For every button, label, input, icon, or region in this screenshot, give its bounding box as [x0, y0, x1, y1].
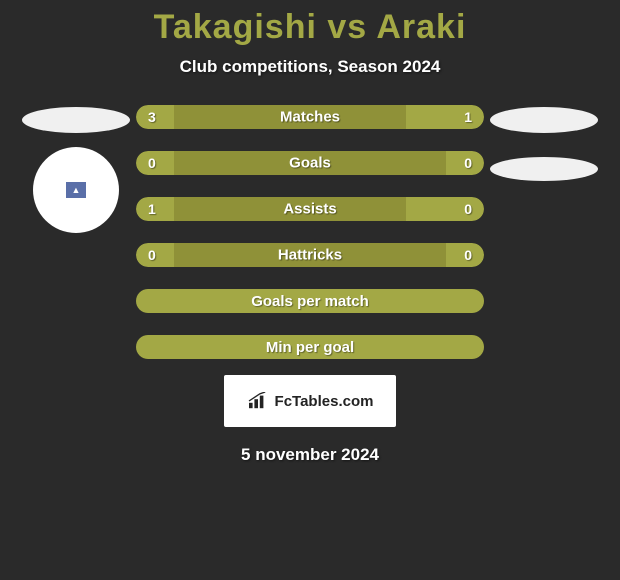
stat-row-matches: 3 1 Matches: [136, 105, 484, 129]
player-avatar-left: ▲: [33, 147, 119, 233]
stat-label: Goals per match: [251, 293, 369, 310]
logo-box: FcTables.com: [224, 375, 396, 427]
avatar-placeholder-icon: ▲: [65, 181, 87, 199]
player-badge-right-1: [490, 107, 598, 133]
stat-value-right: 1: [464, 109, 472, 125]
stat-value-left: 1: [148, 201, 156, 217]
stats-column: 3 1 Matches 0 0 Goals 1 0 Assists 0 0 Hattricks Goal…: [136, 105, 484, 359]
stat-value-right: 0: [464, 201, 472, 217]
stat-label: Goals: [289, 155, 331, 172]
stat-row-goals: 0 0 Goals: [136, 151, 484, 175]
player-badge-left: [22, 107, 130, 133]
stat-value-left: 3: [148, 109, 156, 125]
stat-label: Matches: [280, 109, 340, 126]
bar-right: [406, 197, 484, 221]
player-badge-right-2: [490, 157, 598, 181]
stat-value-left: 0: [148, 155, 156, 171]
page-title: Takagishi vs Araki: [154, 8, 467, 47]
subtitle: Club competitions, Season 2024: [180, 57, 441, 77]
stat-value-right: 0: [464, 247, 472, 263]
stat-label: Min per goal: [266, 339, 354, 356]
stat-value-right: 0: [464, 155, 472, 171]
stat-row-min-per-goal: Min per goal: [136, 335, 484, 359]
chart-icon: [247, 392, 269, 410]
stat-row-assists: 1 0 Assists: [136, 197, 484, 221]
stat-label: Hattricks: [278, 247, 342, 264]
stat-row-goals-per-match: Goals per match: [136, 289, 484, 313]
stat-row-hattricks: 0 0 Hattricks: [136, 243, 484, 267]
right-player-col: [484, 105, 604, 359]
logo-text: FcTables.com: [275, 393, 374, 410]
comparison-infographic: Takagishi vs Araki Club competitions, Se…: [0, 0, 620, 580]
bar-right: [406, 105, 484, 129]
main-area: ▲ 3 1 Matches 0 0 Goals 1 0 Assists 0 0 Hattricks Go…: [0, 105, 620, 359]
date-text: 5 november 2024: [241, 445, 379, 465]
stat-value-left: 0: [148, 247, 156, 263]
stat-label: Assists: [283, 201, 336, 218]
left-player-col: ▲: [16, 105, 136, 359]
